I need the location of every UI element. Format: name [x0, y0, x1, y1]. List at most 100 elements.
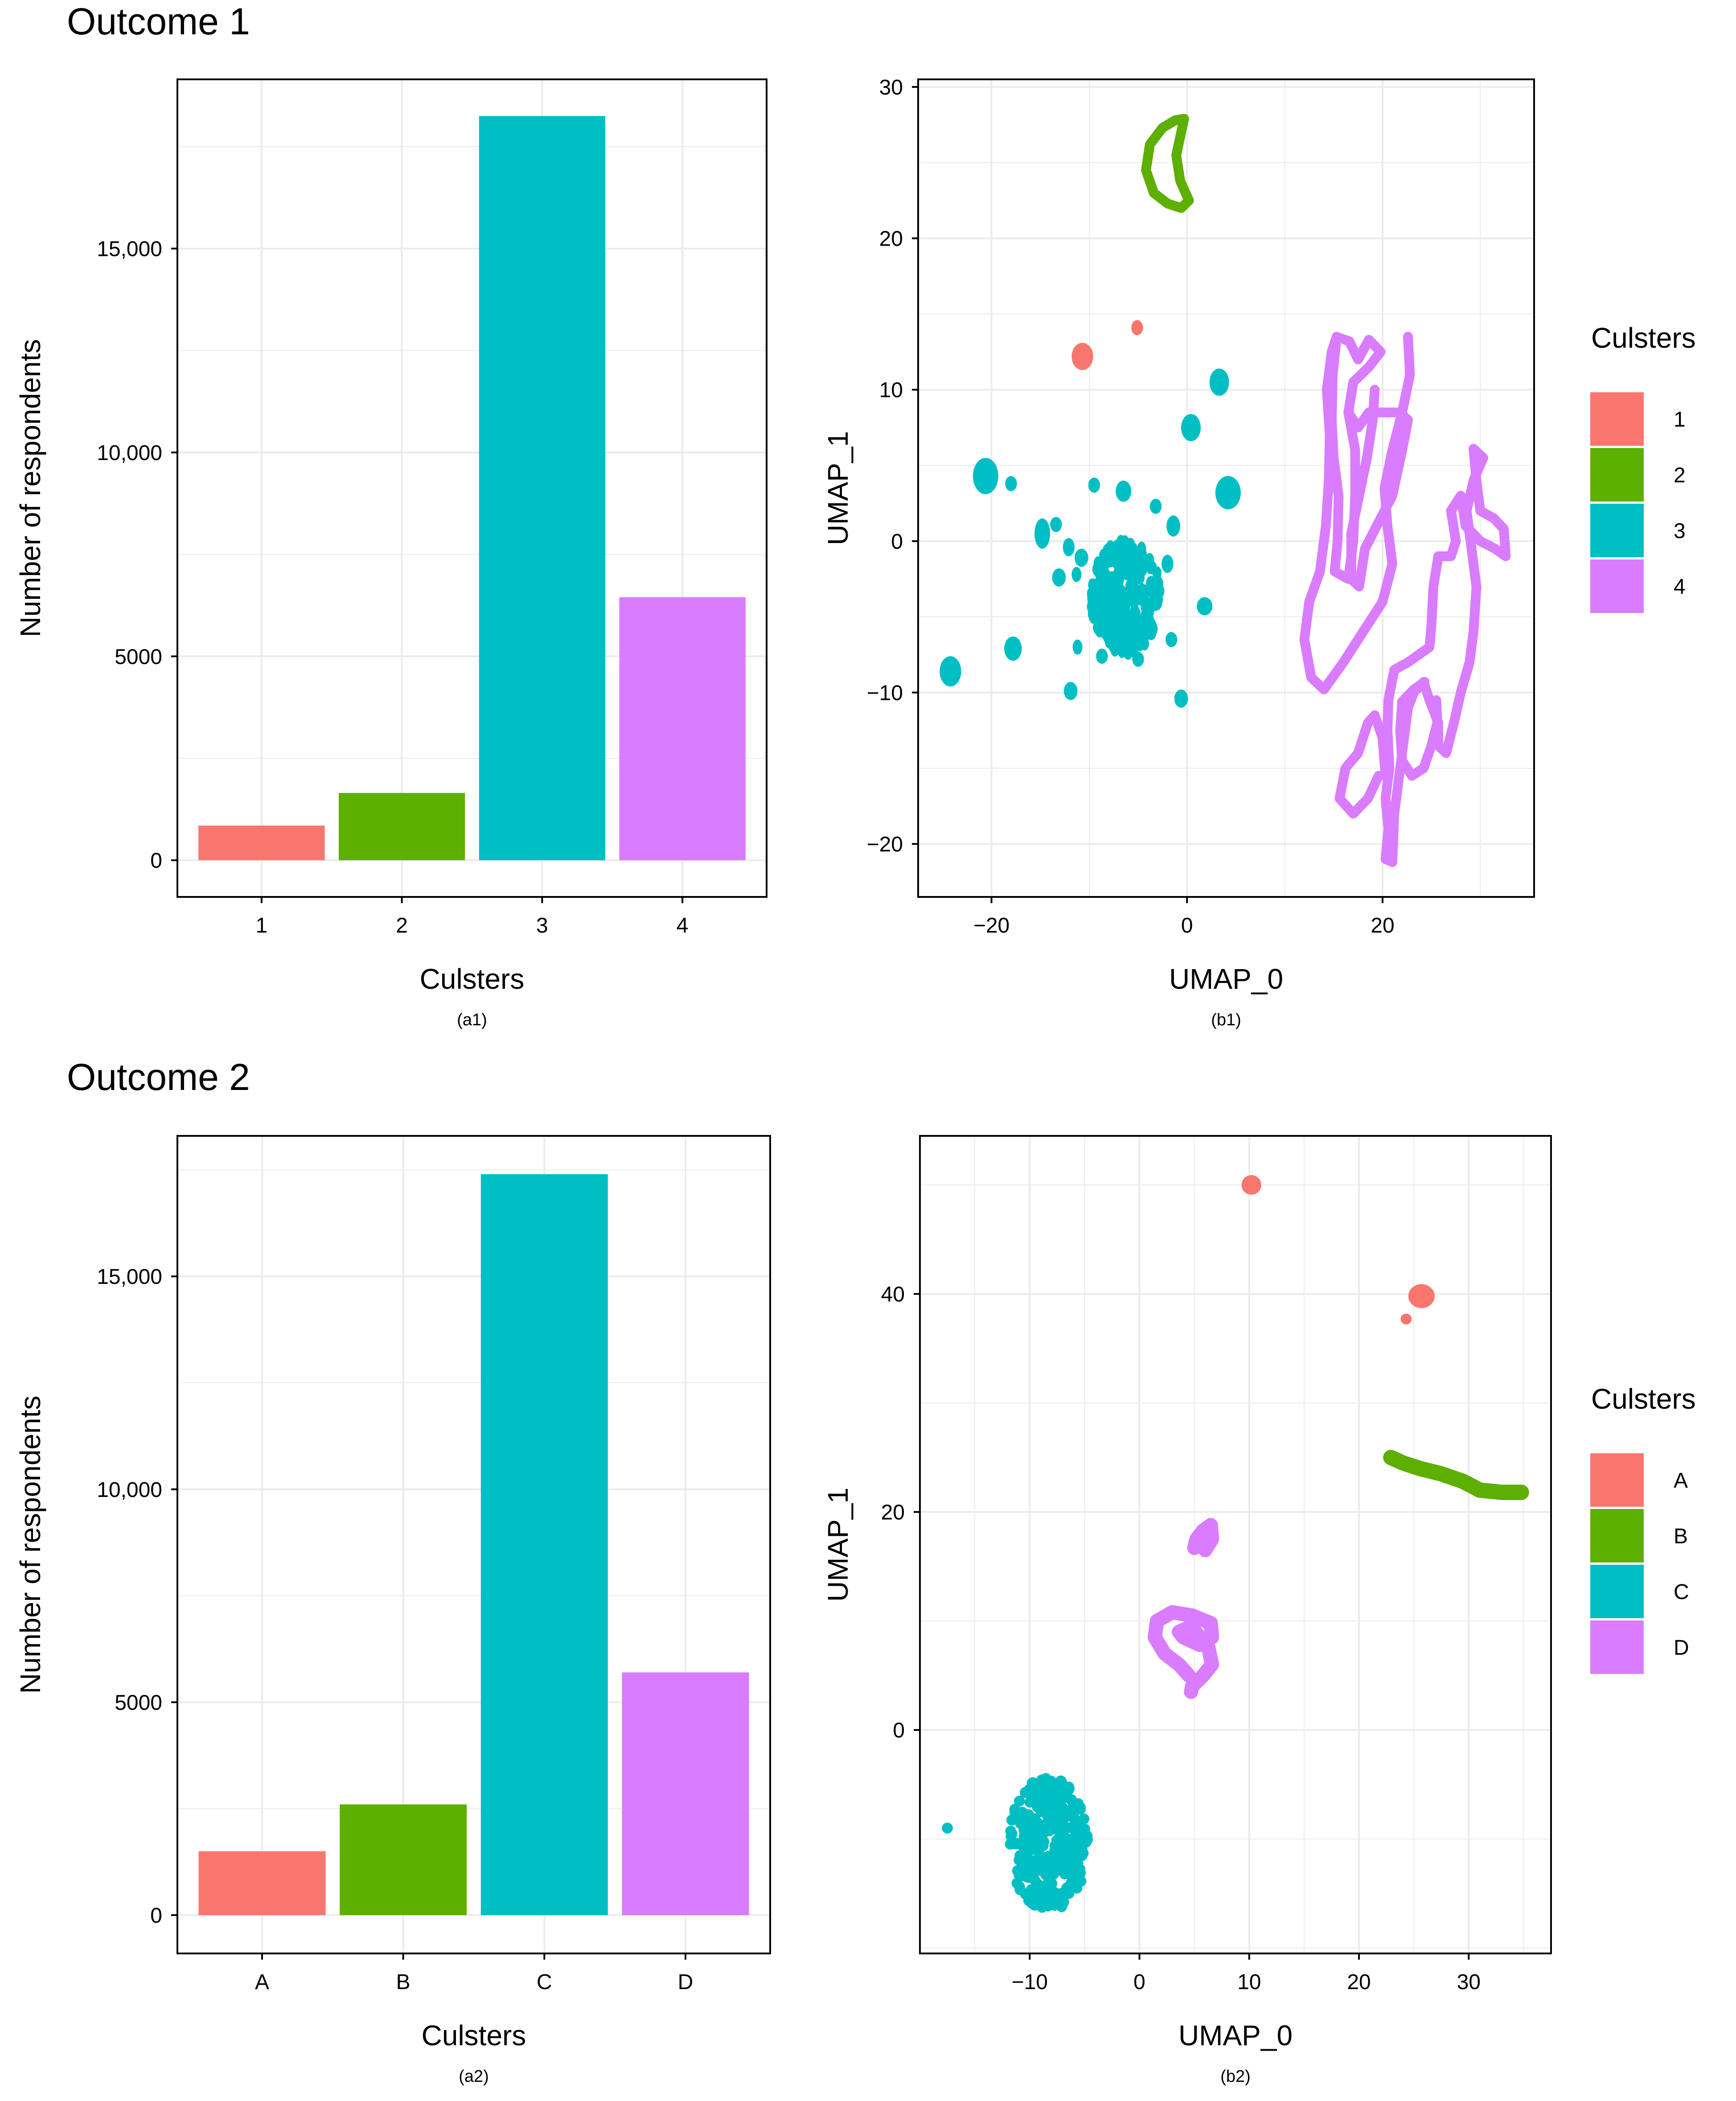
- b2-cluster-C-point: [1019, 1787, 1031, 1798]
- b1-cluster-3-point: [1103, 554, 1112, 568]
- a2-x-tick-label: C: [537, 1970, 552, 1994]
- b1-cluster-3-point: [1131, 551, 1141, 565]
- b2-cluster-C-point: [1035, 1789, 1046, 1800]
- b1-cluster-4-trace: [1299, 332, 1415, 695]
- b1-legend-label-2: 2: [1674, 464, 1686, 487]
- chart-b2: −10 0 10 20 30 0 20 40 UMAP_0 UMAP_1 (b2) Culsters A…: [822, 1135, 1696, 2086]
- b1-cluster-4-trace: [1334, 710, 1391, 819]
- a1-caption: (a1): [457, 1011, 487, 1029]
- b2-y-tick-label: 0: [893, 1719, 905, 1743]
- b1-y-tick-label: −20: [867, 833, 903, 856]
- b2-series-A: [1241, 1175, 1435, 1325]
- b2-cluster-A-point: [1400, 1313, 1412, 1325]
- a2-panel-border: [176, 1135, 771, 1954]
- b1-cluster-3-point: [1197, 597, 1213, 616]
- b1-x-tick-label: −20: [973, 914, 1010, 937]
- b2-cluster-C-point: [1018, 1825, 1030, 1836]
- b1-legend-label-1: 1: [1674, 408, 1686, 432]
- b2-caption: (b2): [1220, 2067, 1251, 2086]
- b1-cluster-3-point: [1116, 551, 1125, 565]
- b2-series-C: [942, 1773, 1093, 1913]
- b1-cluster-3-point: [1074, 548, 1088, 567]
- b2-x-tick-label: 20: [1347, 1970, 1371, 1994]
- b1-cluster-3-point: [1125, 612, 1134, 626]
- b2-legend-label-C: C: [1674, 1580, 1689, 1604]
- b1-cluster-3-point: [1174, 689, 1188, 708]
- a1-x-axis-title: Culsters: [420, 963, 525, 995]
- b2-cluster-C-point: [1056, 1901, 1067, 1912]
- b1-cluster-3-point: [973, 458, 998, 494]
- b2-legend: Culsters A B C D: [1590, 1383, 1696, 1674]
- outcome-1-title: Outcome 1: [67, 0, 250, 42]
- b1-y-tick-label: 10: [879, 378, 903, 402]
- b2-cluster-C-point: [1071, 1878, 1083, 1889]
- b1-legend-key-3: [1590, 504, 1644, 557]
- b1-cluster-3-point: [1143, 558, 1152, 572]
- a1-y-tick-label: 15,000: [97, 238, 162, 261]
- b2-cluster-C-point: [1006, 1814, 1018, 1826]
- b1-y-tick-label: −10: [867, 682, 903, 705]
- b2-cluster-C-point: [1006, 1828, 1018, 1839]
- a1-x-tick-label: 4: [677, 914, 689, 937]
- b2-x-tick-label: −10: [1012, 1970, 1048, 1994]
- b1-cluster-3-point: [1165, 632, 1178, 647]
- b2-cluster-C-point: [1066, 1794, 1077, 1805]
- b1-legend-title: Culsters: [1591, 322, 1696, 354]
- b2-cluster-A-point: [1241, 1175, 1261, 1195]
- b2-legend-label-B: B: [1674, 1525, 1688, 1548]
- a2-x-tick-label: D: [678, 1970, 694, 1994]
- a1-y-tick-label: 0: [150, 849, 162, 873]
- b1-cluster-3-point: [1215, 476, 1241, 510]
- b2-cluster-C-point: [1020, 1888, 1031, 1900]
- b2-cluster-C-point: [1032, 1822, 1044, 1834]
- b2-x-tick-label: 30: [1457, 1970, 1481, 1994]
- b2-cluster-C-point: [1017, 1806, 1028, 1818]
- b2-x-tick-label: 0: [1133, 1970, 1145, 1994]
- b1-cluster-3-point: [1133, 588, 1142, 602]
- b1-caption: (b1): [1211, 1011, 1241, 1029]
- b2-legend-label-D: D: [1674, 1636, 1689, 1660]
- b1-cluster-3-point: [1005, 476, 1017, 491]
- b1-y-axis-title: UMAP_1: [822, 431, 854, 545]
- b1-x-axis-title: UMAP_0: [1169, 963, 1283, 995]
- b1-cluster-3-point: [1106, 540, 1115, 554]
- b2-legend-key-D: [1590, 1620, 1644, 1674]
- b1-cluster-3-point: [1004, 636, 1022, 661]
- chart-a2: 0 5000 10,000 15,000 A B C D Culsters Number of r…: [14, 1135, 771, 2086]
- b1-legend-key-4: [1590, 559, 1644, 613]
- chart-a1: 0 5000 10,000 15,000 1 2 3 4 Culsters Number of r…: [14, 78, 767, 1029]
- a1-bar-1: [198, 825, 325, 860]
- a1-bar-3: [479, 116, 606, 860]
- b1-y-tick-label: 20: [879, 227, 903, 251]
- a1-y-tick-label: 5000: [115, 645, 162, 669]
- b1-cluster-3-point: [1103, 629, 1112, 643]
- b2-legend-key-A: [1590, 1453, 1644, 1507]
- b1-cluster-2-trace: [1141, 114, 1194, 213]
- b2-cluster-B-trace: [1383, 1450, 1529, 1500]
- chart-b1: −20 0 20 −20 −10 0 10 20 30 UMAP_0 UMAP_1 (b1) Culst…: [822, 76, 1696, 1029]
- a1-bar-2: [338, 793, 465, 860]
- a2-x-axis-title: Culsters: [422, 2019, 526, 2052]
- b2-cluster-C-point: [1011, 1838, 1023, 1849]
- a1-x-tick-label: 2: [396, 914, 408, 937]
- a2-x-tick-label: B: [396, 1970, 410, 1994]
- b2-legend-key-C: [1590, 1565, 1644, 1618]
- b2-cluster-C-point: [1037, 1860, 1048, 1871]
- b1-legend-key-1: [1590, 392, 1644, 446]
- b2-cluster-C-point: [1026, 1796, 1037, 1808]
- b2-cluster-C-point: [1012, 1865, 1023, 1876]
- b2-cluster-C-point: [1046, 1878, 1058, 1889]
- b2-cluster-C-point: [1070, 1805, 1082, 1816]
- b1-cluster-3-point: [1209, 368, 1229, 396]
- a2-y-tick-label: 15,000: [97, 1265, 162, 1289]
- b2-legend-key-B: [1590, 1509, 1644, 1562]
- b2-legend-title: Culsters: [1591, 1383, 1696, 1415]
- b1-cluster-3-point: [1088, 477, 1100, 493]
- b2-cluster-C-point: [1014, 1881, 1025, 1892]
- b1-cluster-3-point: [1181, 414, 1201, 441]
- b2-panel-border: [919, 1135, 1552, 1954]
- b2-cluster-C-point: [1038, 1836, 1050, 1847]
- b1-cluster-3-point: [1116, 627, 1126, 641]
- b2-cluster-C-point: [1046, 1817, 1057, 1828]
- a1-x-tick-label: 3: [536, 914, 548, 937]
